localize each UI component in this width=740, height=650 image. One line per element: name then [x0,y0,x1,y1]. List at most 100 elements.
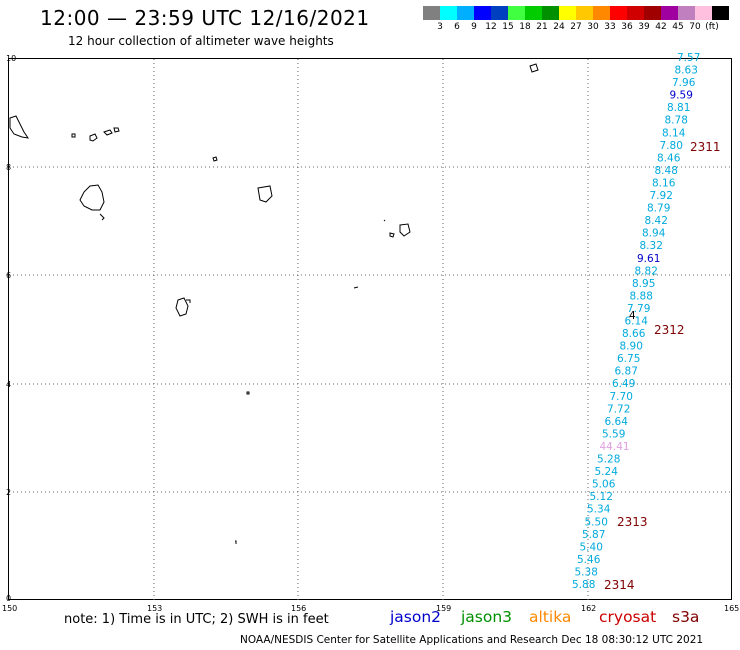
wave-height-label: 5.87 [582,529,605,541]
wave-height-label: 5.34 [587,504,611,516]
island-outline [9,115,30,139]
island-outline [529,63,539,73]
legend-label: 12 [485,22,497,32]
legend-swatch [695,6,712,20]
wave-height-label: 8.63 [675,65,698,77]
satellite-jason2: jason2 [390,608,442,626]
island-outline [175,297,189,317]
island-outline [257,185,273,203]
island-outline [71,133,76,138]
island-outline [383,219,386,222]
lat-label: 10 [6,54,16,63]
wave-height-label: 8.14 [662,127,686,139]
footer-credit: NOAA/NESDIS Center for Satellite Applica… [240,634,704,646]
wave-height-label: 8.42 [645,215,668,227]
pass-label: 2313 [617,515,648,529]
island-outline [235,540,237,544]
lat-axis: 10 8 6 4 2 0 [6,54,16,603]
island-outline [79,184,105,211]
lat-label: 8 [6,163,11,172]
wave-height-label: 8.90 [620,341,643,353]
legend-swatch [423,6,440,20]
wave-height-label: 9.61 [637,253,660,265]
island-outline [99,213,105,221]
lat-label: 2 [6,488,11,497]
legend-swatch [440,6,457,20]
island-outline [212,156,218,162]
legend-label: 6 [454,22,460,32]
islands [9,63,539,544]
legend-swatch [678,6,695,20]
map-frame [8,58,732,600]
wave-height-label: 5.12 [590,491,613,503]
legend-swatch [491,6,508,20]
legend-swatch [559,6,576,20]
island-outline [246,391,250,395]
legend-label: 33 [604,22,616,32]
wave-height-label: 5.40 [580,541,603,553]
legend-swatch [474,6,491,20]
lat-label: 4 [6,380,11,389]
pass-label: 2311 [690,140,721,154]
pass-label: 2312 [654,323,685,337]
color-legend: 3 6 9 12 15 18 21 24 27 30 33 36 39 42 45 70 (ft) [423,6,729,36]
altimeter-track: 7.578.637.969.598.818.788.147.808.468.48… [572,52,700,591]
wave-height-label: 8.88 [630,290,653,302]
wave-height-label: 8.46 [657,152,681,164]
lon-label: 162 [581,604,596,613]
wave-height-label: 6.87 [615,366,638,378]
wave-height-label: 8.81 [667,102,690,114]
legend-label: 70 [689,22,701,32]
legend-swatch [661,6,678,20]
island-outline [103,129,113,136]
lon-label: 153 [147,604,162,613]
wave-height-label: 6.14 [625,316,649,328]
wave-height-label: 7.72 [607,403,630,415]
legend-label: 39 [638,22,650,32]
wave-height-label: 5.59 [602,428,625,440]
wave-height-label: 8.16 [652,178,676,190]
wave-height-label: 9.59 [670,90,693,102]
wave-height-label: 7.92 [650,190,673,202]
wave-height-label: 7.80 [660,140,683,152]
satellite-cryosat: cryosat [599,608,657,626]
lon-label: 159 [436,604,451,613]
legend-label: (ft) [705,22,719,32]
satellite-jason3: jason3 [461,608,513,626]
island-outline [89,133,98,142]
wave-height-label: 6.75 [617,353,640,365]
satellite-altika: altika [529,608,572,626]
legend-label: 45 [672,22,684,32]
wave-height-label: 7.96 [672,77,696,89]
legend-swatch [576,6,593,20]
page-subtitle: 12 hour collection of altimeter wave hei… [68,34,334,48]
legend-swatch [457,6,474,20]
wave-height-label: 7.57 [677,52,700,64]
legend-label: 24 [553,22,565,32]
satellite-s3a: s3a [672,608,700,626]
wave-height-label: 5.06 [592,479,616,491]
wave-height-label: 7.79 [627,303,650,315]
page-title: 12:00 — 23:59 UTC 12/16/2021 [40,6,370,30]
island-outline [389,232,395,238]
pass-label: 2314 [604,578,635,592]
legend-label: 36 [621,22,633,32]
legend-swatch [508,6,525,20]
legend-swatch [712,6,729,20]
legend-label: 15 [502,22,514,32]
grid [9,59,731,600]
legend-label: 30 [587,22,599,32]
wave-height-label: 5.50 [585,516,608,528]
island-outline [186,299,191,303]
wave-height-label: 5.28 [597,454,620,466]
lon-label: 156 [291,604,306,613]
wave-height-label: 7.70 [610,391,633,403]
legend-label: 42 [655,22,667,32]
lat-label: 0 [6,594,11,603]
island-outline [353,286,359,289]
wave-height-label: 5.88 [572,579,595,591]
lon-axis: 150 153 156 159 162 165 [2,604,739,613]
wave-height-label: 44.41 [600,441,630,453]
wave-height-label: 5.24 [595,466,619,478]
wave-height-label: 5.46 [577,554,601,566]
